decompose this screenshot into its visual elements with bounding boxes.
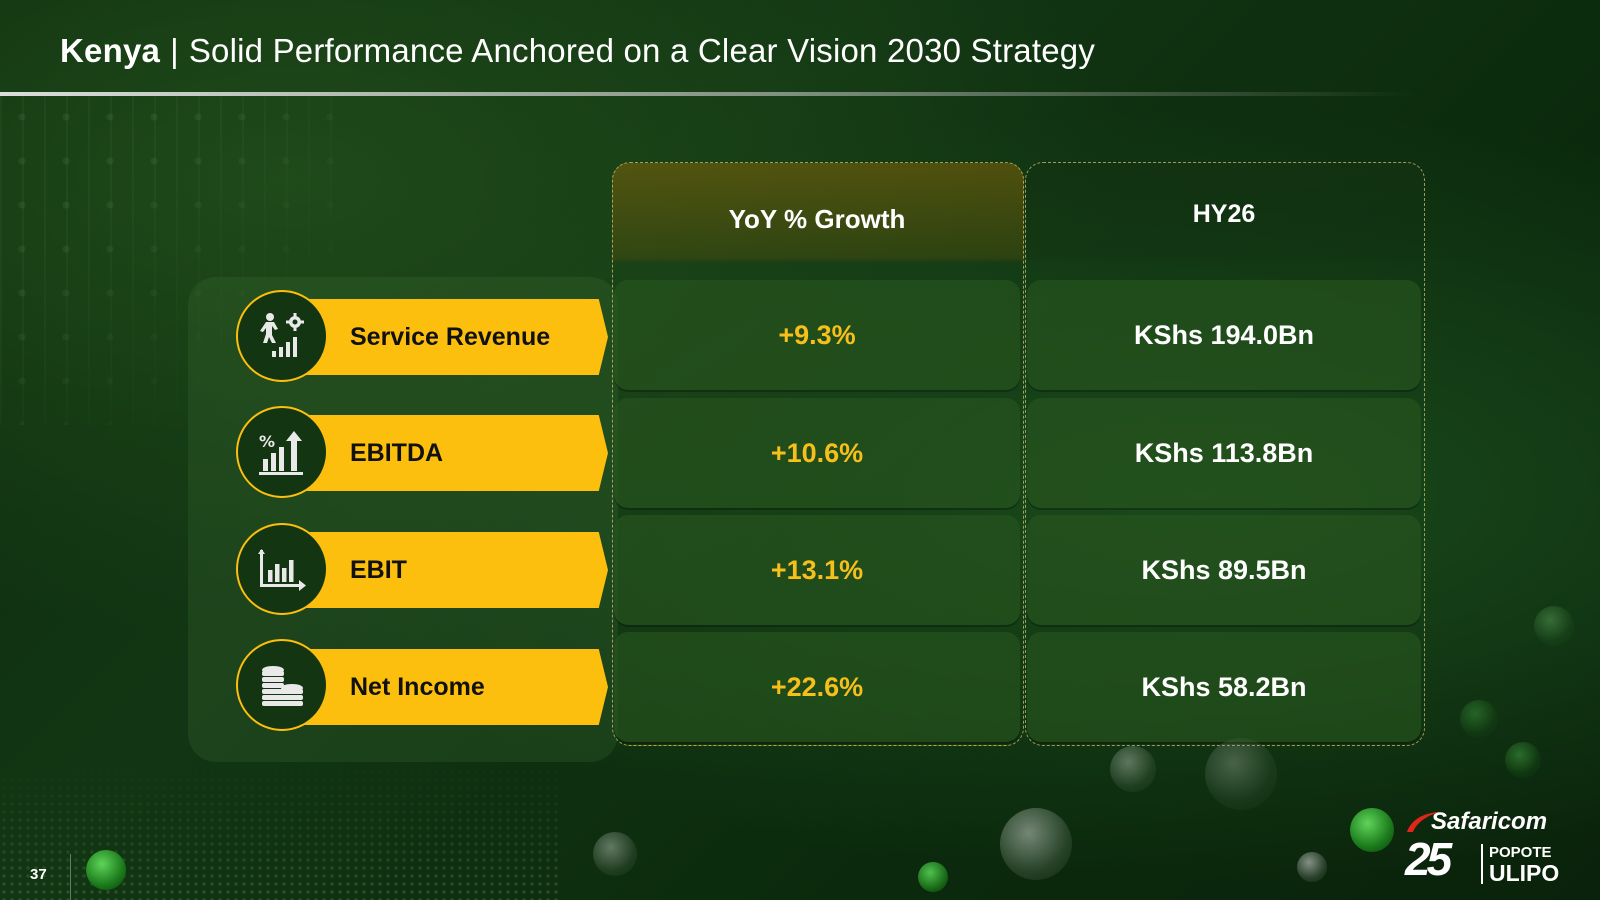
page-title-text: Solid Performance Anchored on a Clear Vi… [188,32,1096,69]
hy26-value-ebitda: KShs 113.8Bn [1027,398,1421,508]
decorative-orb [593,832,637,876]
logo-brand-name: Safaricom [1431,808,1548,835]
metric-label-ebitda: EBITDA [300,415,608,491]
page-title-country: Kenya [60,32,161,69]
hy26-value-service-revenue: KShs 194.0Bn [1027,280,1421,390]
logo-anniversary: 25 [1405,833,1452,885]
decorative-orb [1505,742,1541,778]
growth-person-gear-icon [236,290,328,382]
decorative-orb [918,862,948,892]
metric-label-net-income: Net Income [300,649,608,725]
logo-tagline-1: POPOTE [1489,844,1552,861]
safaricom-logo: Safaricom 25 POPOTE ULIPO [1403,808,1573,888]
yoy-growth-header: YoY % Growth [728,204,906,234]
logo-divider [1481,844,1483,884]
logo-tagline-2: ULIPO [1489,860,1560,886]
header-divider [0,92,1420,96]
yoy-value-service-revenue: +9.3% [614,280,1020,390]
decorative-orb [1350,808,1394,852]
page-title-separator: | [170,32,179,69]
yoy-value-ebit: +13.1% [614,515,1020,625]
hy26-value-net-income: KShs 58.2Bn [1027,632,1421,742]
swoosh-icon [1407,812,1439,832]
decorative-orb [1460,700,1498,738]
decorative-orb [86,850,126,890]
decorative-orb [1110,746,1156,792]
svg-text:%: % [259,432,275,451]
page-title: Kenya | Solid Performance Anchored on a Cl… [60,32,1095,70]
decorative-orb [1000,808,1072,880]
page-number: 37 [30,866,47,883]
decorative-orb [1534,606,1574,646]
yoy-value-net-income: +22.6% [614,632,1020,742]
yoy-value-ebitda: +10.6% [614,398,1020,508]
footer-divider [70,854,71,900]
coin-stack-icon [236,639,328,731]
metric-label-service-revenue: Service Revenue [300,299,608,375]
hy26-header: HY26 [1192,200,1256,228]
bar-chart-axis-icon [236,523,328,615]
decorative-orb [1205,738,1277,810]
hy26-value-ebit: KShs 89.5Bn [1027,515,1421,625]
dot-pattern-background [0,760,560,900]
percent-bar-chart-icon: % [236,406,328,498]
metric-label-ebit: EBIT [300,532,608,608]
decorative-orb [1297,852,1327,882]
